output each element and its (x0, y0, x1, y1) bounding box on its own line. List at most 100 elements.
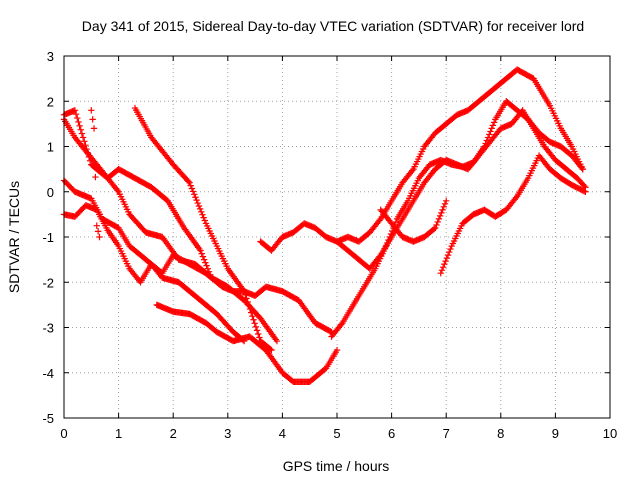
x-tick-label: 1 (115, 426, 122, 441)
series-track-8 (328, 98, 586, 340)
y-tick-label: -3 (42, 321, 54, 336)
data-point (193, 196, 200, 204)
data-point (438, 266, 446, 274)
data-point (439, 263, 447, 271)
data-point (197, 247, 204, 254)
data-point (443, 197, 450, 204)
series-track-12 (88, 107, 103, 241)
chart-title: Day 341 of 2015, Sidereal Day-to-day VTE… (82, 18, 584, 34)
y-tick-label: 0 (47, 185, 54, 200)
data-point (186, 179, 193, 186)
data-point (433, 221, 440, 229)
x-tick-label: 4 (279, 426, 286, 441)
data-point (253, 327, 261, 334)
data-point (76, 122, 83, 130)
data-point (438, 209, 445, 217)
x-tick-label: 6 (388, 426, 395, 441)
data-point (71, 107, 79, 114)
data-point (439, 206, 446, 214)
data-point (90, 125, 98, 132)
data-point (447, 245, 454, 253)
data-point (435, 215, 443, 223)
data-point (392, 218, 400, 226)
data-point (79, 134, 87, 141)
series-track-2 (60, 107, 215, 281)
data-point (256, 334, 263, 341)
data-point (436, 212, 444, 220)
data-point (194, 199, 201, 207)
data-point (430, 225, 438, 233)
data-point (442, 257, 449, 265)
data-point (96, 233, 103, 241)
x-tick-label: 5 (333, 426, 340, 441)
data-point (486, 131, 493, 138)
data-point (74, 114, 81, 122)
data-point (440, 203, 447, 211)
y-tick-label: 3 (47, 49, 54, 64)
data-point (89, 116, 96, 123)
data-point (203, 262, 210, 269)
data-point (200, 214, 207, 221)
series-track-5 (60, 202, 335, 336)
data-point (114, 187, 121, 194)
data-point (443, 254, 451, 262)
data-point (195, 202, 203, 210)
data-point (273, 337, 281, 345)
data-markers (60, 66, 589, 385)
data-point (441, 260, 448, 268)
data-point (488, 125, 495, 132)
x-tick-label: 10 (603, 426, 617, 441)
grid-lines (64, 56, 610, 418)
data-point (185, 178, 192, 185)
x-tick-label: 9 (552, 426, 559, 441)
y-tick-label: 1 (47, 140, 54, 155)
data-point (255, 330, 262, 338)
y-tick-label: -5 (42, 411, 54, 426)
data-point (579, 165, 586, 173)
series-track-11 (437, 152, 589, 277)
data-point (77, 126, 84, 133)
data-point (434, 218, 441, 226)
data-point (191, 191, 198, 198)
series-track-4 (60, 177, 248, 345)
data-point (252, 323, 260, 331)
data-point (582, 188, 589, 195)
data-point (446, 248, 453, 256)
data-point (333, 346, 341, 354)
data-point (94, 228, 102, 235)
data-point (72, 110, 80, 118)
data-point (251, 320, 258, 327)
data-point (268, 346, 275, 354)
data-point (250, 316, 257, 323)
series-track-7 (257, 66, 586, 254)
data-point (198, 250, 205, 257)
data-point (444, 251, 452, 259)
data-point (199, 253, 207, 260)
data-point (512, 194, 520, 201)
series-track-6 (153, 301, 341, 385)
data-point (487, 128, 494, 135)
y-tick-label: -4 (42, 366, 54, 381)
data-point (78, 130, 86, 137)
series-track-9 (333, 107, 589, 272)
data-point (409, 167, 416, 174)
y-tick-label: -1 (42, 230, 54, 245)
x-tick-label: 3 (224, 426, 231, 441)
data-point (88, 107, 95, 114)
axis-ticks: 0 1 2 3 4 5 6 7 8 9 10 -5 -4 -3 -2 -1 0 1 2 3 (42, 49, 617, 441)
series-track-10 (377, 197, 450, 245)
x-axis-label: GPS time / hours (283, 458, 390, 474)
data-point (249, 312, 256, 320)
data-point (202, 259, 209, 266)
x-tick-label: 2 (170, 426, 177, 441)
data-point (441, 200, 449, 208)
x-tick-label: 7 (443, 426, 450, 441)
series-track-1 (131, 104, 275, 354)
data-point (93, 222, 100, 229)
data-point (189, 188, 197, 195)
data-point (187, 182, 194, 189)
y-axis-label: SDTVAR / TECUs (6, 181, 22, 293)
data-point (338, 321, 345, 328)
data-point (376, 253, 383, 260)
x-tick-label: 8 (497, 426, 504, 441)
